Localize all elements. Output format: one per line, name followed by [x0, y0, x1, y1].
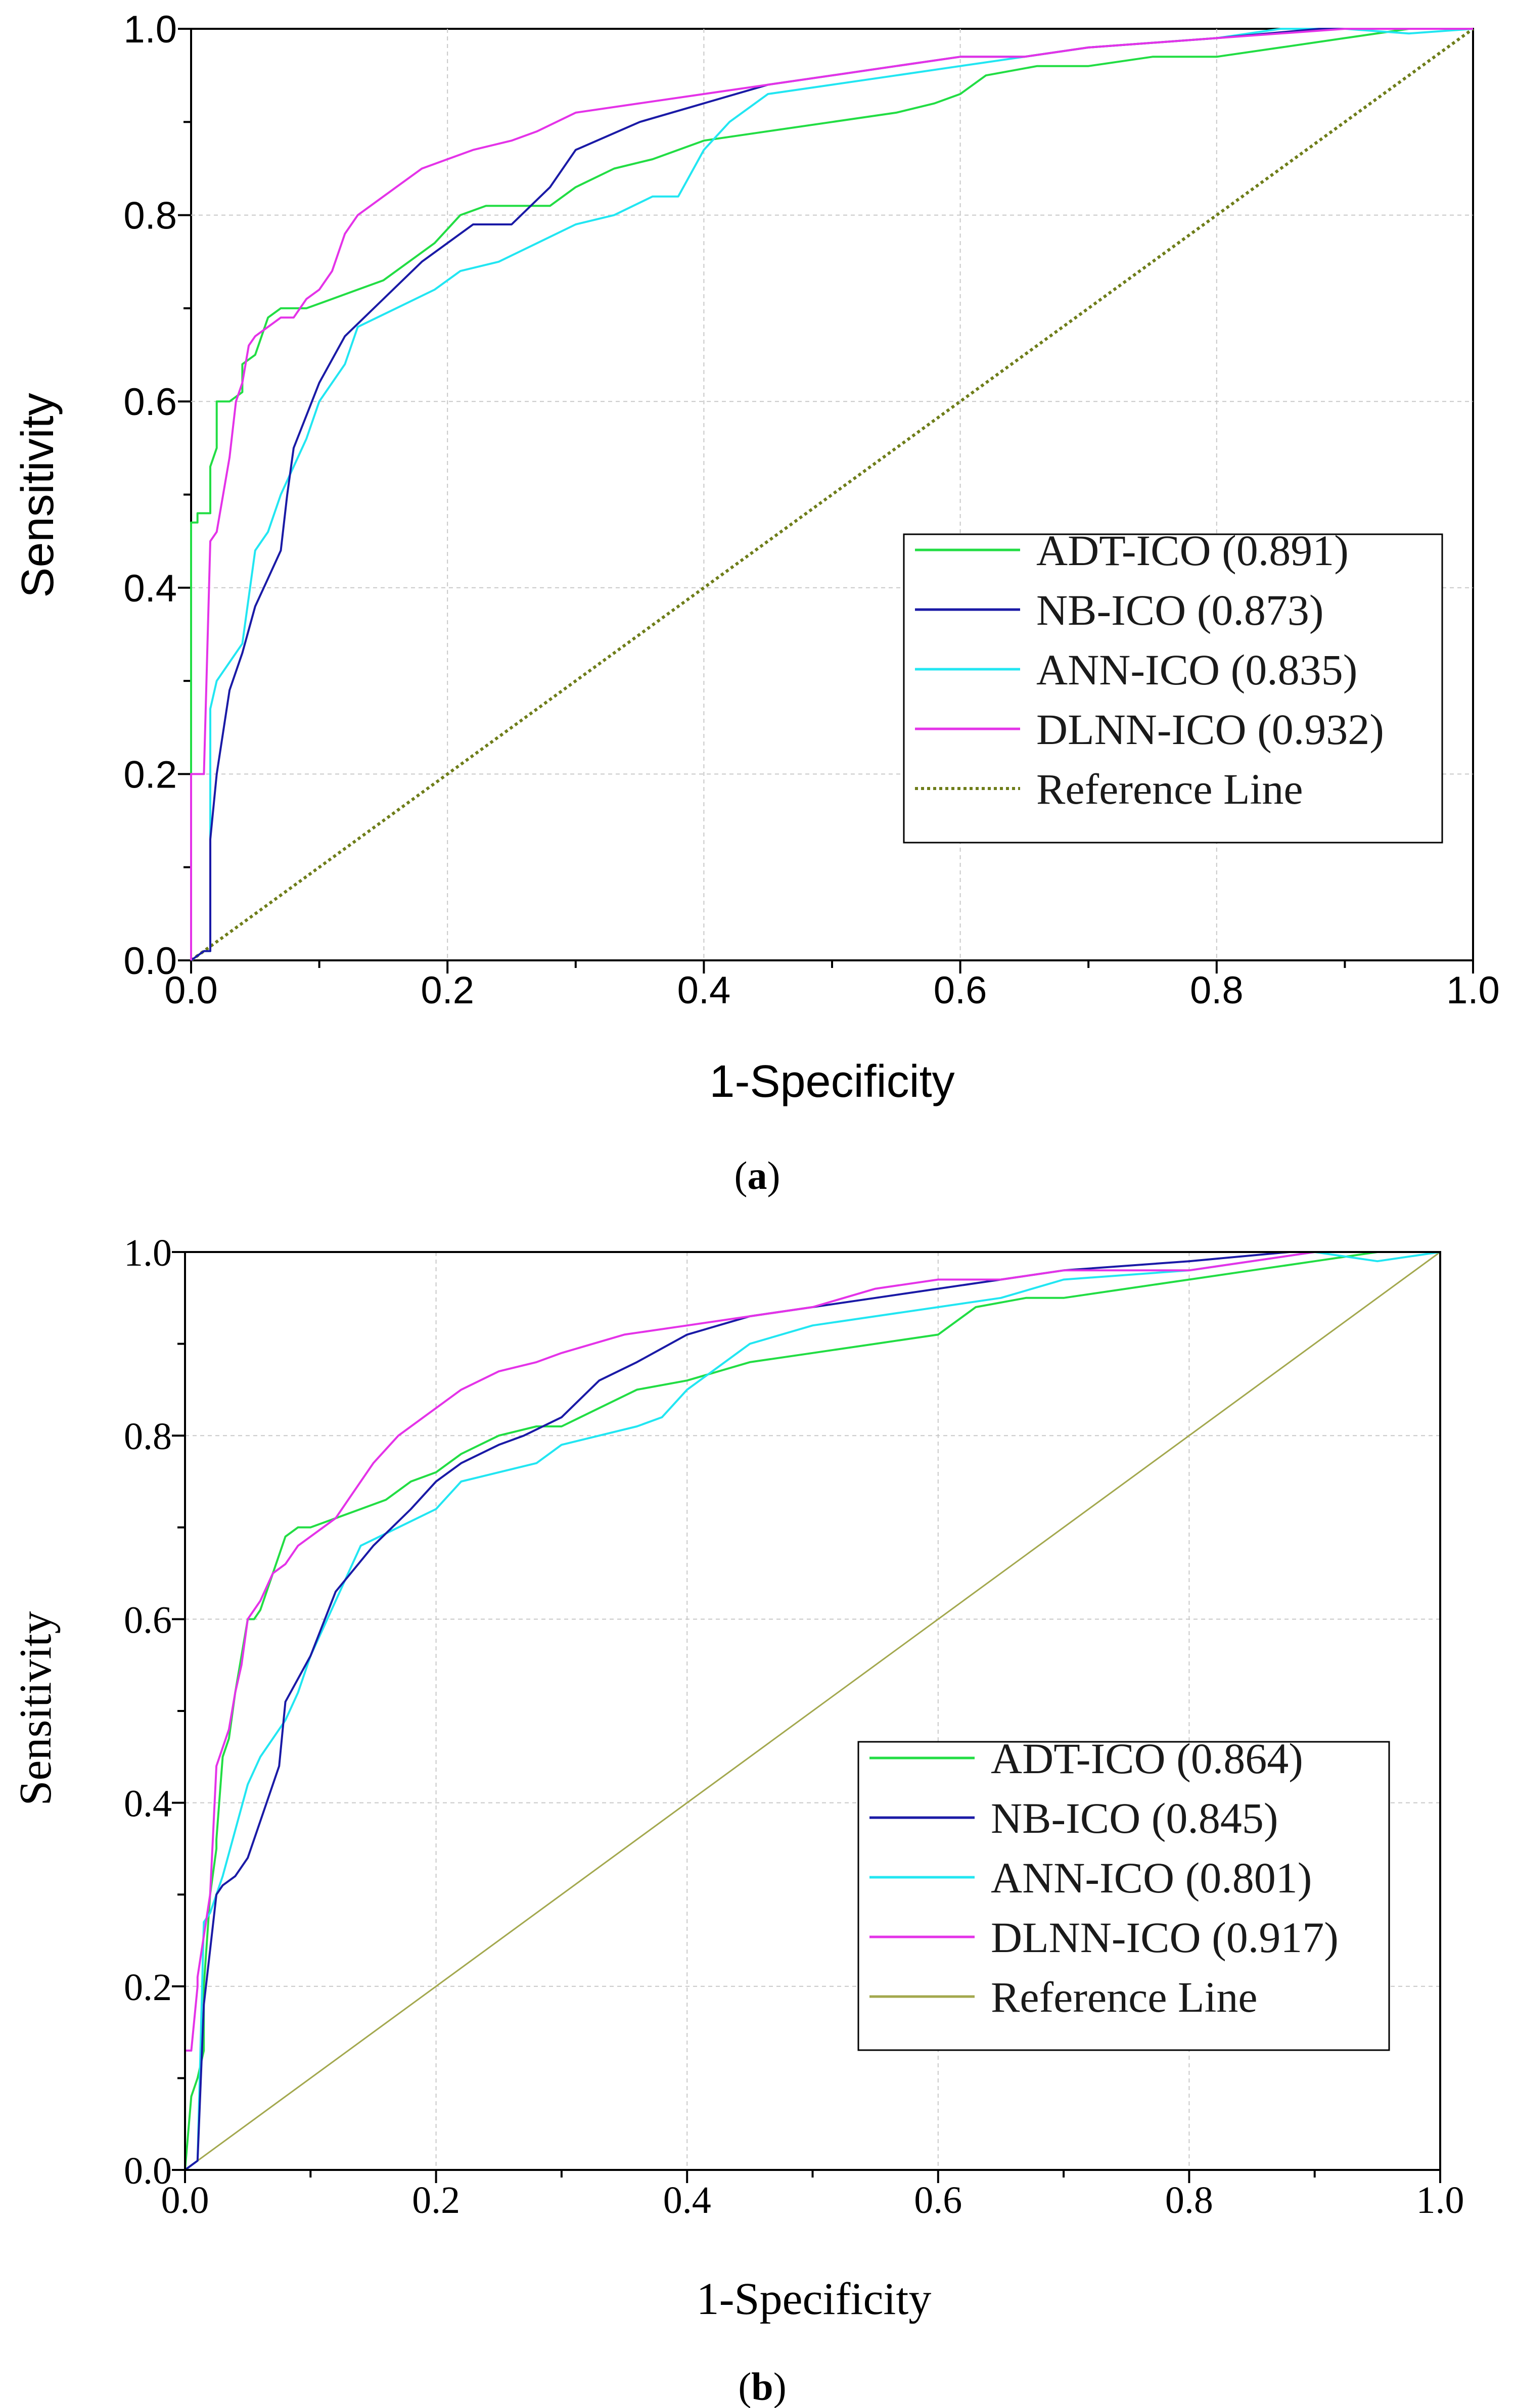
- x-tick-label: 0.6: [914, 2179, 962, 2221]
- y-tick-label: 0.2: [123, 753, 177, 796]
- series-b: [184, 1251, 1441, 2171]
- plot-frame-b: [184, 1251, 1441, 2171]
- legend-label: NB-ICO (0.873): [1036, 586, 1324, 634]
- series-line-dlnn-ico: [190, 28, 1473, 960]
- legend-a: ADT-ICO (0.891) NB-ICO (0.873) ANN-ICO (0.…: [903, 526, 1443, 844]
- panel-label-a: (a): [734, 1153, 781, 1197]
- legend-box-b: [857, 1741, 1390, 2051]
- y-tick-label: 0.0: [124, 2150, 172, 2192]
- x-tick-label: 0.2: [421, 969, 474, 1012]
- ticks-b: [172, 1251, 1441, 2183]
- x-tick-label: 1.0: [1416, 2179, 1464, 2221]
- y-tick-label: 0.4: [123, 567, 177, 610]
- x-tick-label: 0.4: [663, 2179, 711, 2221]
- y-tick-label: 0.0: [123, 940, 177, 983]
- x-tick-label: 0.8: [1190, 969, 1244, 1012]
- legend-label: ADT-ICO (0.891): [1036, 526, 1349, 575]
- x-tick-label: 0.2: [412, 2179, 460, 2221]
- panel-label-b: (b): [738, 2365, 786, 2408]
- y-tick-label: 0.8: [124, 1415, 172, 1458]
- series-line-dlnn-ico: [184, 1251, 1440, 2170]
- legend-label: NB-ICO (0.845): [991, 1794, 1278, 1842]
- y-tick-label: 0.6: [124, 1599, 172, 1641]
- x-axis-title-a: 1-Specificity: [709, 1056, 954, 1107]
- y-axis-title-b: Sensitivity: [11, 1611, 61, 1805]
- x-tick-label: 1.0: [1446, 969, 1500, 1012]
- x-axis-title-b: 1-Specificity: [697, 2274, 932, 2324]
- y-tick-label: 1.0: [123, 8, 177, 51]
- y-tick-label: 0.4: [124, 1783, 172, 1825]
- legend-label: Reference Line: [1036, 765, 1303, 813]
- legend-label: Reference Line: [991, 1973, 1258, 2021]
- panel-b: 1-Specificity Sensitivity 0.0 0.2 0.4 0.6 0.…: [11, 1232, 1464, 2408]
- y-tick-label: 1.0: [124, 1232, 172, 1274]
- series-line-adt-ico: [184, 1251, 1440, 2170]
- series-a: [190, 27, 1474, 962]
- x-tick-label: 0.6: [934, 969, 987, 1012]
- y-axis-title-a: Sensitivity: [13, 393, 63, 597]
- y-tick-label: 0.2: [124, 1966, 172, 2009]
- x-tick-label: 0.8: [1165, 2179, 1213, 2221]
- series-line-nb-ico: [184, 1251, 1440, 2171]
- series-line-adt-ico: [190, 28, 1473, 960]
- legend-label: ANN-ICO (0.835): [1036, 645, 1357, 694]
- legend-label: ADT-ICO (0.864): [991, 1734, 1303, 1783]
- series-line-ann-ico: [184, 1251, 1441, 2171]
- legend-label: ANN-ICO (0.801): [991, 1854, 1312, 1902]
- legend-label: DLNN-ICO (0.932): [1036, 705, 1384, 754]
- y-tick-label: 0.8: [123, 195, 177, 238]
- grid-b: [185, 1252, 1440, 2170]
- x-tick-label: 0.0: [164, 969, 218, 1012]
- x-tick-label: 0.4: [677, 969, 731, 1012]
- legend-label: DLNN-ICO (0.917): [991, 1913, 1339, 1962]
- x-tick-label: 0.0: [161, 2179, 209, 2221]
- panel-a: 1-Specificity Sensitivity 0.0 0.2 0.4 0.6 0.…: [13, 8, 1500, 1197]
- legend-box-a: [903, 533, 1443, 844]
- y-tick-label: 0.6: [123, 381, 177, 424]
- ticks-a: [178, 28, 1474, 974]
- series-line-reference: [185, 1251, 1441, 2171]
- legend-b: ADT-ICO (0.864) NB-ICO (0.845) ANN-ICO (0.…: [857, 1734, 1390, 2051]
